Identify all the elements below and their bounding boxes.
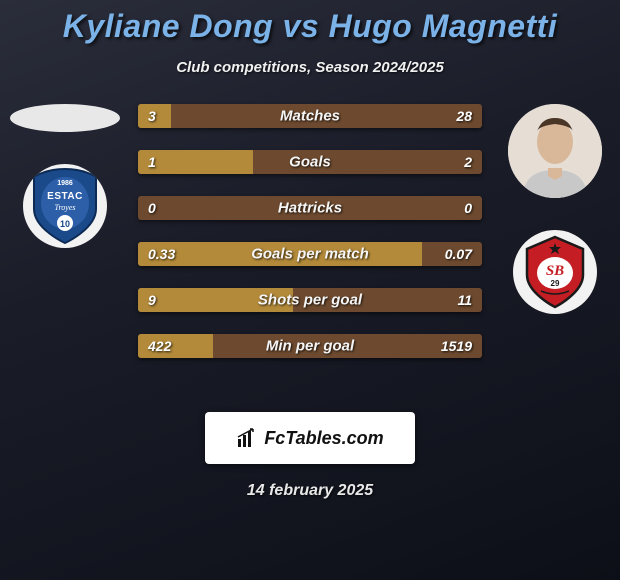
stat-value-right: 1519 [441,338,472,354]
stat-bars: 3 Matches 28 1 Goals 2 0 Hattricks 0 0.33 Goals pe… [138,104,482,358]
site-badge: FcTables.com [205,412,415,464]
stat-label: Matches [280,108,340,125]
comparison-body: 1986 ESTAC Troyes 10 [0,104,620,384]
stat-value-right: 11 [457,292,472,308]
site-name: FcTables.com [264,428,383,449]
right-player-column: SB 29 [490,104,620,314]
stat-value-left: 3 [148,108,156,124]
stat-value-left: 422 [148,338,171,354]
stat-label: Shots per goal [258,292,362,309]
comparison-date: 14 february 2025 [0,482,620,500]
stat-value-right: 0.07 [445,246,472,262]
stat-bar: 3 Matches 28 [138,104,482,128]
stat-value-right: 28 [456,108,472,124]
stat-label: Hattricks [278,200,342,217]
estac-troyes-icon: 1986 ESTAC Troyes 10 [30,167,100,245]
stat-bar: 9 Shots per goal 11 [138,288,482,312]
player1-club-badge: 1986 ESTAC Troyes 10 [23,164,107,248]
chart-icon [236,427,258,449]
person-icon [508,104,602,198]
stat-bar: 1 Goals 2 [138,150,482,174]
stade-brestois-icon: SB 29 [523,235,587,309]
svg-text:Troyes: Troyes [54,203,75,212]
svg-text:SB: SB [546,263,564,279]
player1-avatar [10,104,120,132]
svg-text:1986: 1986 [57,180,73,187]
stat-value-left: 9 [148,292,156,308]
stat-value-left: 0.33 [148,246,175,262]
stat-value-left: 0 [148,200,156,216]
player2-avatar [508,104,602,198]
svg-text:ESTAC: ESTAC [47,191,83,202]
stat-bar: 0.33 Goals per match 0.07 [138,242,482,266]
svg-text:29: 29 [551,279,560,288]
stat-label: Goals [289,154,331,171]
comparison-subtitle: Club competitions, Season 2024/2025 [0,59,620,76]
svg-text:10: 10 [60,219,70,229]
stat-label: Min per goal [266,338,354,355]
player2-club-badge: SB 29 [513,230,597,314]
left-player-column: 1986 ESTAC Troyes 10 [0,104,130,248]
stat-bar: 0 Hattricks 0 [138,196,482,220]
stat-value-right: 0 [464,200,472,216]
stat-bar: 422 Min per goal 1519 [138,334,482,358]
comparison-title: Kyliane Dong vs Hugo Magnetti [0,0,620,45]
stat-value-right: 2 [464,154,472,170]
stat-label: Goals per match [251,246,369,263]
stat-value-left: 1 [148,154,156,170]
